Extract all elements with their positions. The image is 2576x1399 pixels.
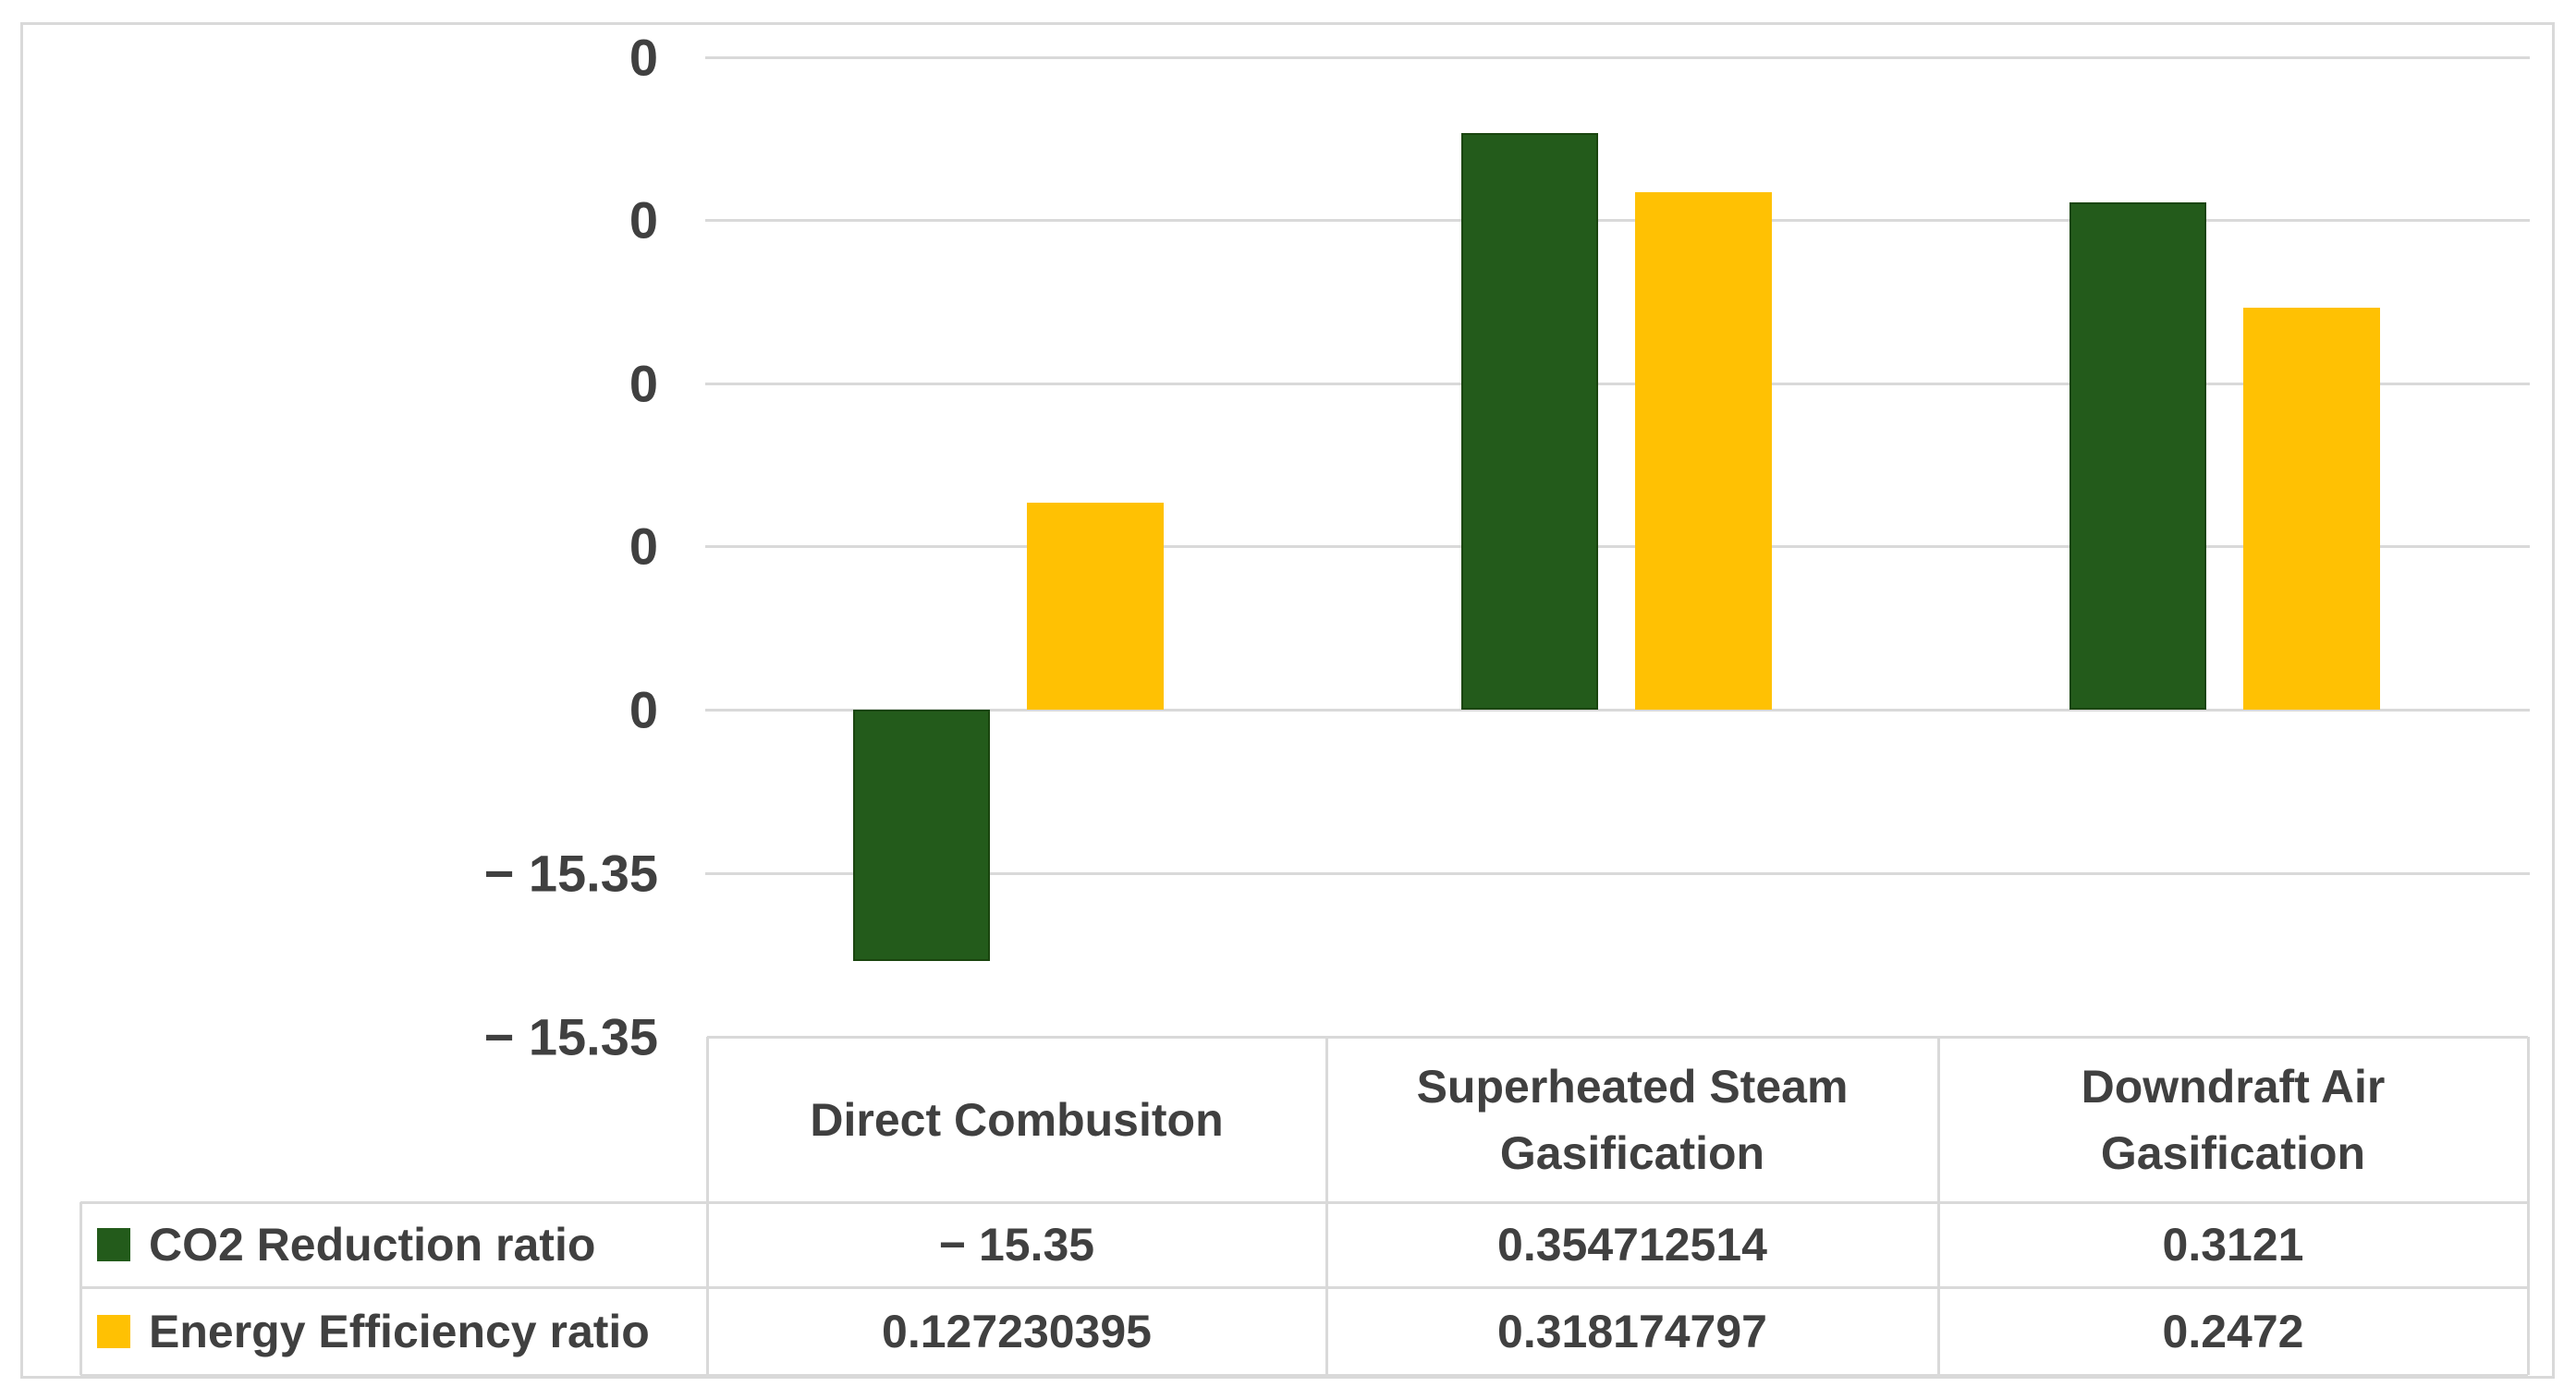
y-axis-tick-label: 0 [629,680,658,739]
gridline-3 [705,545,2530,548]
table-value-cell-r1-c1: 0.318174797 [1497,1305,1767,1357]
table-value-cell-r1-c2: 0.2472 [2162,1305,2304,1357]
table-vline-3 [1937,1037,1940,1375]
legend-cell-1: Energy Efficiency ratio [80,1287,707,1375]
y-axis-tick-label: 0 [629,517,658,576]
table-vline-4 [2527,1037,2530,1375]
bar-energy-efficiency-ratio-0 [1027,503,1164,710]
y-axis-tick-label: 0 [629,28,658,87]
table-header-cell-2: Downdraft Air Gasification [2081,1060,2386,1179]
table-hline-0 [707,1036,2528,1039]
table-hline-3 [80,1374,2528,1377]
y-axis-tick-label: 0 [629,190,658,249]
y-axis-tick-label: 0 [629,354,658,413]
bar-energy-efficiency-ratio-1 [1635,192,1772,710]
table-header-cell-0: Direct Combusiton [810,1093,1224,1146]
bar-co2-reduction-ratio-1 [1461,133,1598,710]
table-header-cell-1: Superheated Steam Gasification [1416,1060,1849,1179]
gridline-5 [705,872,2530,875]
y-axis-tick-label: − 15.35 [483,1007,658,1066]
legend-swatch-yellow [97,1314,130,1348]
table-value-cell-r0-c2: 0.3121 [2162,1219,2304,1271]
legend-label: Energy Efficiency ratio [149,1305,650,1357]
legend-cell-0: CO2 Reduction ratio [80,1202,707,1287]
gridline-4 [705,709,2530,712]
table-vline-0 [79,1202,82,1375]
y-axis-tick-label: − 15.35 [483,844,658,903]
table-hline-1 [80,1201,2528,1204]
table-value-cell-r1-c0: 0.127230395 [882,1305,1152,1357]
bar-co2-reduction-ratio-0 [853,710,990,961]
table-vline-1 [706,1037,709,1375]
gridline-1 [705,219,2530,222]
table-value-cell-r0-c0: − 15.35 [938,1219,1095,1271]
bar-co2-reduction-ratio-2 [2069,202,2206,710]
table-vline-2 [1325,1037,1328,1375]
legend-swatch-green [97,1228,130,1261]
bar-energy-efficiency-ratio-2 [2243,308,2380,710]
legend-label: CO2 Reduction ratio [149,1219,596,1271]
table-hline-2 [80,1286,2528,1289]
table-value-cell-r0-c1: 0.354712514 [1497,1219,1767,1271]
gridline-2 [705,383,2530,385]
gridline-0 [705,56,2530,59]
